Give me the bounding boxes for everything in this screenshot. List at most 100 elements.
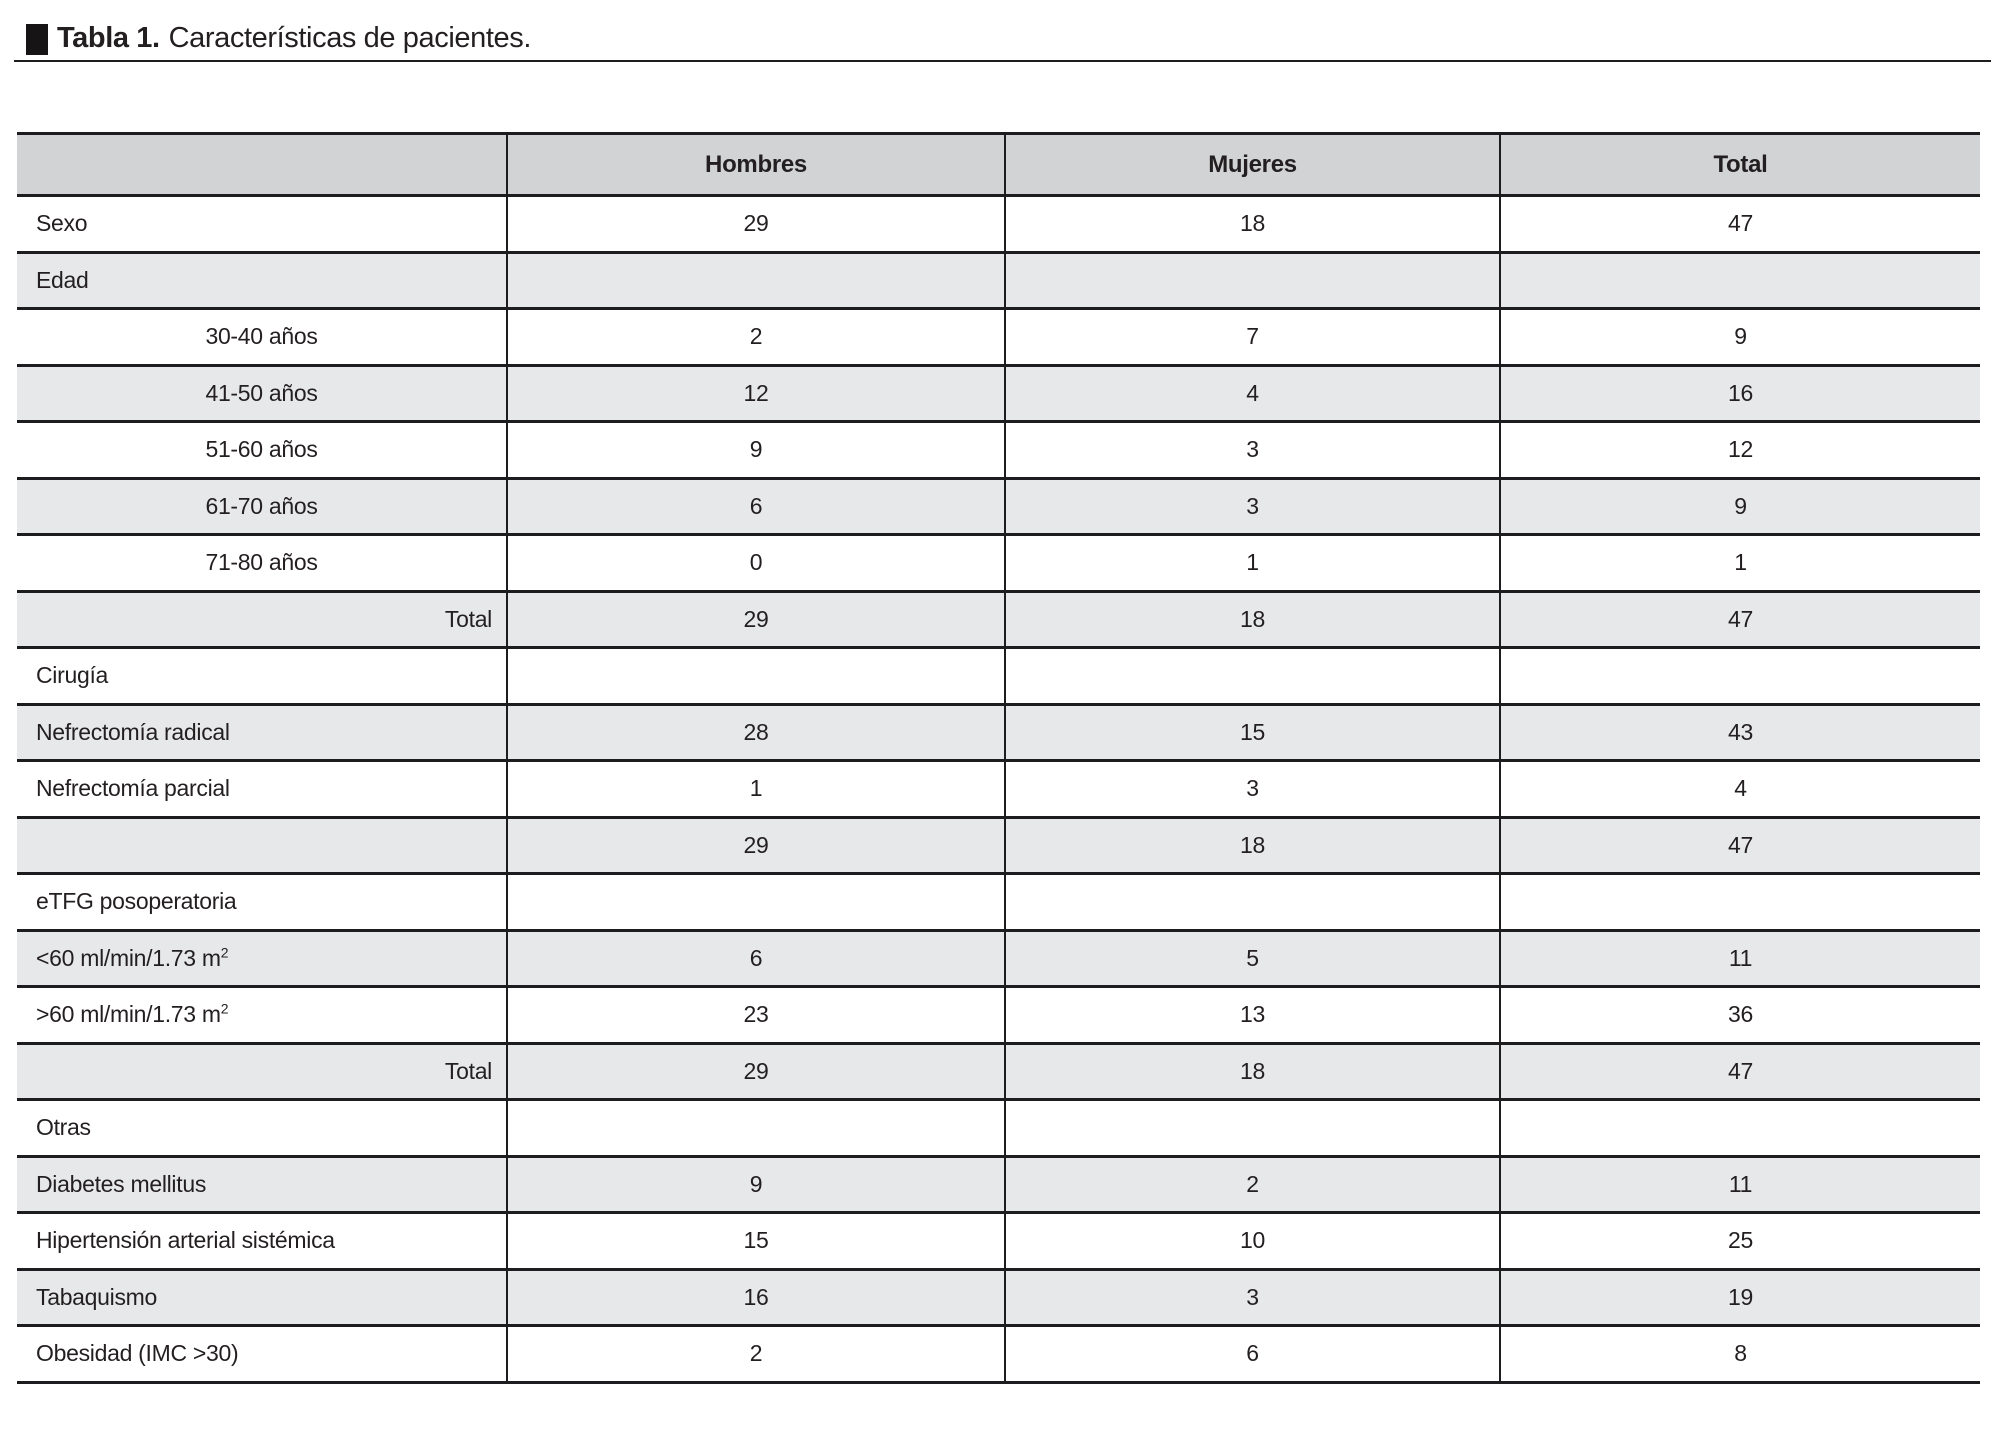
table-row: Edad (17, 252, 1980, 310)
row-label: Total (17, 1043, 507, 1101)
table-caption: Tabla 1. Características de pacientes. (0, 0, 2004, 55)
row-label: 41-50 años (17, 365, 507, 423)
caption-table-number: Tabla 1. (57, 22, 160, 54)
cell-value (506, 1099, 1005, 1158)
cell-value: 7 (1004, 308, 1500, 367)
row-label (17, 817, 507, 875)
table-row: <60 ml/min/1.73 m2 6 5 11 (17, 930, 1980, 988)
row-label: Tabaquismo (17, 1269, 507, 1327)
cell-value: 9 (1499, 308, 1980, 367)
row-label-superscript: 2 (220, 1000, 229, 1017)
cell-value (506, 873, 1005, 932)
row-label: Nefrectomía parcial (17, 760, 507, 819)
cell-value: 9 (506, 421, 1005, 480)
cell-value: 1 (1004, 534, 1500, 593)
cell-value: 4 (1499, 760, 1980, 819)
table-row: 41-50 años 12 4 16 (17, 365, 1980, 423)
table-row: Nefrectomía parcial 1 3 4 (17, 760, 1980, 819)
cell-value: 29 (506, 591, 1005, 649)
header-cell-hombres: Hombres (506, 133, 1005, 197)
cell-value: 18 (1004, 1043, 1500, 1101)
table-row: Otras (17, 1099, 1980, 1158)
row-label: Diabetes mellitus (17, 1156, 507, 1214)
caption-text: Tabla 1. Características de pacientes. (57, 22, 531, 55)
row-label: Hipertensión arterial sistémica (17, 1212, 507, 1271)
cell-value: 9 (506, 1156, 1005, 1214)
table-row: Cirugía (17, 647, 1980, 706)
table-row: 51-60 años 9 3 12 (17, 421, 1980, 480)
cell-value: 3 (1004, 421, 1500, 480)
cell-value: 9 (1499, 478, 1980, 536)
row-label: 30-40 años (17, 308, 507, 367)
cell-value: 29 (506, 817, 1005, 875)
cell-value (1004, 1099, 1500, 1158)
table-row: 30-40 años 2 7 9 (17, 308, 1980, 367)
cell-value: 11 (1499, 930, 1980, 988)
cell-value: 2 (506, 308, 1005, 367)
cell-value: 3 (1004, 760, 1500, 819)
table-row: Sexo 29 18 47 (17, 195, 1980, 254)
cell-value (1004, 873, 1500, 932)
row-label: Total (17, 591, 507, 649)
row-label: Edad (17, 252, 507, 310)
row-label: Nefrectomía radical (17, 704, 507, 762)
cell-value: 23 (506, 986, 1005, 1045)
cell-value: 3 (1004, 1269, 1500, 1327)
cell-value: 2 (1004, 1156, 1500, 1214)
cell-value: 2 (506, 1325, 1005, 1384)
cell-value: 18 (1004, 195, 1500, 254)
cell-value: 36 (1499, 986, 1980, 1045)
cell-value (1499, 647, 1980, 706)
cell-value: 18 (1004, 591, 1500, 649)
row-label: 71-80 años (17, 534, 507, 593)
cell-value: 16 (506, 1269, 1005, 1327)
cell-value: 29 (506, 1043, 1005, 1101)
cell-value: 19 (1499, 1269, 1980, 1327)
cell-value (506, 252, 1005, 310)
table-row: Hipertensión arterial sistémica 15 10 25 (17, 1212, 1980, 1271)
row-label: Sexo (17, 195, 507, 254)
cell-value: 16 (1499, 365, 1980, 423)
table-row: 61-70 años 6 3 9 (17, 478, 1980, 536)
cell-value: 4 (1004, 365, 1500, 423)
header-cell-empty (17, 133, 507, 197)
cell-value: 11 (1499, 1156, 1980, 1214)
cell-value: 6 (506, 930, 1005, 988)
header-cell-mujeres: Mujeres (1004, 133, 1500, 197)
cell-value: 5 (1004, 930, 1500, 988)
cell-value: 1 (1499, 534, 1980, 593)
cell-value (1499, 873, 1980, 932)
cell-value: 47 (1499, 817, 1980, 875)
cell-value: 6 (506, 478, 1005, 536)
cell-value: 6 (1004, 1325, 1500, 1384)
cell-value: 13 (1004, 986, 1500, 1045)
row-label-superscript: 2 (220, 944, 229, 961)
table-row: 29 18 47 (17, 817, 1980, 875)
cell-value: 1 (506, 760, 1005, 819)
row-label: >60 ml/min/1.73 m2 (17, 986, 507, 1045)
row-label: Obesidad (IMC >30) (17, 1325, 507, 1384)
table-row: Obesidad (IMC >30) 2 6 8 (17, 1325, 1980, 1384)
cell-value (1499, 1099, 1980, 1158)
cell-value: 18 (1004, 817, 1500, 875)
cell-value: 0 (506, 534, 1005, 593)
cell-value: 47 (1499, 591, 1980, 649)
cell-value: 47 (1499, 1043, 1980, 1101)
cell-value: 25 (1499, 1212, 1980, 1271)
caption-marker-square-icon (26, 24, 48, 55)
row-label: 61-70 años (17, 478, 507, 536)
cell-value: 47 (1499, 195, 1980, 254)
header-cell-total: Total (1499, 133, 1980, 197)
cell-value: 43 (1499, 704, 1980, 762)
cell-value: 10 (1004, 1212, 1500, 1271)
row-label: 51-60 años (17, 421, 507, 480)
cell-value: 3 (1004, 478, 1500, 536)
cell-value (506, 647, 1005, 706)
cell-value (1004, 647, 1500, 706)
caption-table-title: Características de pacientes. (168, 22, 532, 54)
table-row: Total 29 18 47 (17, 1043, 1980, 1101)
cell-value: 8 (1499, 1325, 1980, 1384)
cell-value: 12 (1499, 421, 1980, 480)
table-row: Nefrectomía radical 28 15 43 (17, 704, 1980, 762)
row-label: eTFG posoperatoria (17, 873, 507, 932)
